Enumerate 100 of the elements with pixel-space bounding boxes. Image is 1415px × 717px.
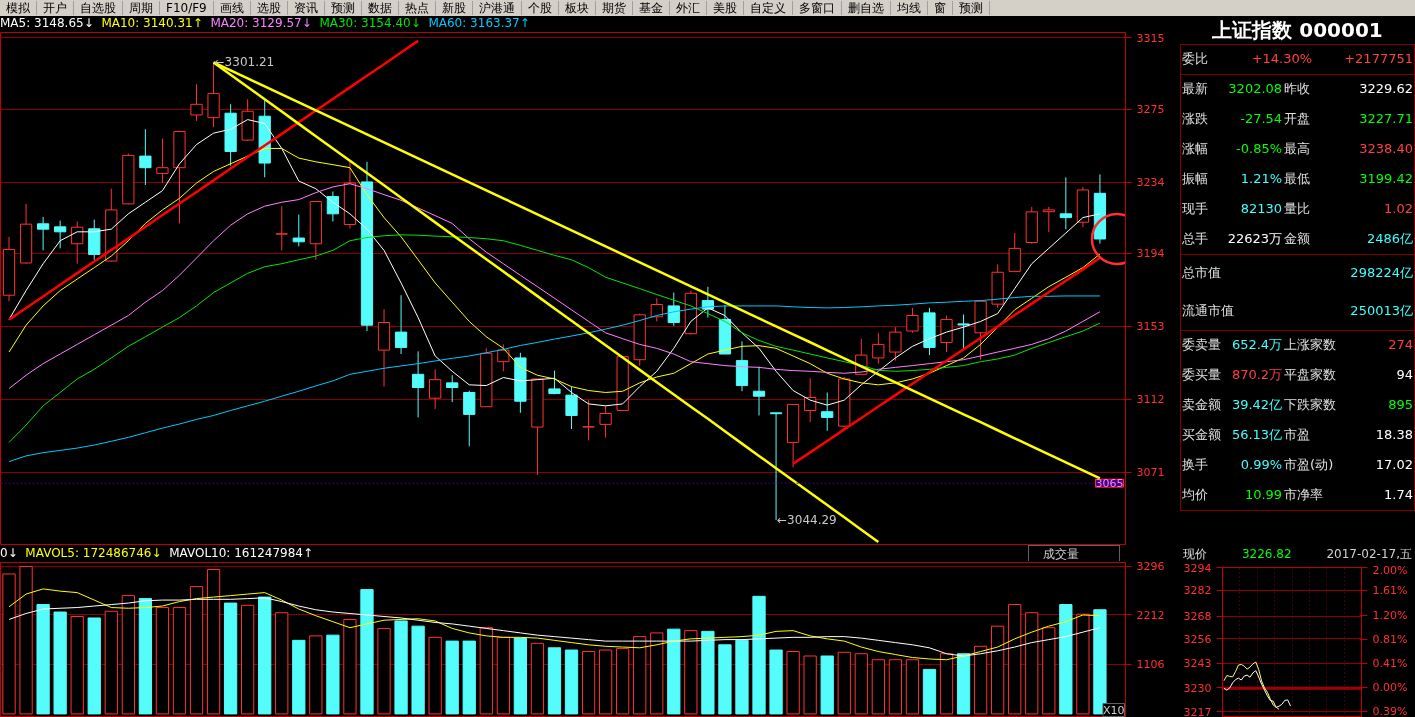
text: 基金: [632, 1, 670, 15]
bar: [360, 589, 374, 715]
bar: [206, 568, 221, 715]
candlestick: [650, 297, 663, 322]
text: +2177751: [1343, 50, 1414, 69]
y2-tick-label: 0.81%: [1372, 632, 1408, 646]
bar: [36, 604, 50, 715]
bar: [633, 636, 647, 715]
bar: [650, 632, 664, 715]
text: 美股: [706, 1, 744, 15]
ref-line-label: 3065: [1095, 477, 1124, 491]
bar: [411, 625, 425, 715]
line-series: [8, 295, 1101, 463]
y-tick-label: 3234: [1136, 176, 1165, 190]
y-tick-label: 3230: [1183, 681, 1212, 695]
y-tick-label: 3217: [1183, 705, 1212, 717]
text: 均价: [1181, 485, 1209, 504]
text: 沪港通: [472, 1, 522, 15]
bar: [769, 649, 783, 715]
y-tick-label: 3282: [1183, 584, 1212, 597]
candlestick: [582, 399, 595, 441]
text: 量比: [1283, 200, 1312, 219]
line-series: [791, 256, 1102, 465]
bar: [820, 655, 834, 715]
y-tick-label: 3243: [1183, 657, 1212, 671]
text: 删自选: [841, 1, 891, 15]
candlestick: [1059, 176, 1072, 230]
bar: [479, 627, 493, 715]
annotation: ←3301.21: [214, 55, 275, 70]
text: 卖金额: [1181, 396, 1222, 415]
text: 自定义: [743, 1, 793, 15]
text: 274: [1387, 336, 1414, 355]
candlestick: [394, 294, 408, 355]
text: 现价: [1183, 546, 1207, 563]
bar: [241, 604, 255, 715]
text: 3202.08: [1227, 80, 1284, 99]
text: 昨收: [1283, 80, 1312, 99]
annotation: ←3044.29: [777, 513, 837, 528]
bar: [309, 635, 323, 715]
line-series: [1223, 670, 1292, 708]
annotation: X10: [1102, 703, 1125, 717]
bar: [667, 628, 681, 715]
text: 0↓: [0, 546, 18, 560]
text: MAVOL5: 172486746↓: [25, 546, 162, 560]
text: 多窗口: [792, 1, 842, 15]
text: 现手: [1181, 200, 1209, 219]
text: 870.2万: [1230, 366, 1284, 385]
text: 板块: [558, 1, 596, 15]
text: 预测: [952, 1, 990, 15]
bar: [326, 634, 340, 715]
text: 模拟: [0, 1, 37, 15]
text: 委卖量: [1181, 336, 1222, 355]
text: 下跌家数: [1283, 396, 1338, 415]
text: 外汇: [669, 1, 707, 15]
text: 18.38: [1374, 426, 1414, 445]
candlestick: [940, 315, 953, 353]
bar: [1076, 613, 1090, 715]
text: F10/F9: [160, 1, 214, 15]
text: 自选股: [74, 1, 123, 15]
candlestick: [872, 332, 885, 365]
candlestick: [752, 366, 766, 416]
bar: [786, 651, 800, 715]
text: 振幅: [1181, 170, 1209, 189]
line-series: [1223, 661, 1280, 710]
y-tick-label: 3071: [1136, 466, 1165, 480]
candlestick: [599, 405, 612, 439]
text: MA30: 3154.40↓: [319, 16, 421, 30]
y-tick-label: 3315: [1136, 31, 1165, 45]
bar: [1059, 604, 1073, 715]
bar: [701, 630, 715, 715]
candlestick: [54, 220, 67, 249]
bar: [991, 625, 1005, 715]
bar: [138, 598, 153, 715]
bar: [1025, 612, 1039, 715]
text: 新股: [435, 1, 473, 15]
bar: [564, 649, 579, 715]
bar: [854, 653, 868, 715]
line-series: [8, 234, 1101, 443]
text: MA20: 3129.57↓: [210, 16, 312, 30]
bar: [121, 595, 135, 715]
candlestick: [190, 83, 203, 122]
text: 1.21%: [1239, 170, 1284, 189]
text: 10.99: [1243, 485, 1284, 504]
y-tick-label: 3194: [1136, 247, 1165, 261]
y2-tick-label: 2.00%: [1372, 563, 1408, 577]
text: MA60: 3163.37↑: [428, 16, 530, 30]
text: 895: [1387, 396, 1414, 415]
text: 2017-02-17,五: [1326, 546, 1412, 563]
candlestick: [139, 128, 152, 186]
text: 涨跌: [1181, 110, 1209, 129]
text: 个股: [521, 1, 559, 15]
bar: [735, 639, 749, 715]
candlestick: [429, 368, 442, 410]
bar: [684, 630, 698, 715]
text: 画线: [213, 1, 251, 15]
bar: [496, 636, 510, 715]
bar: [616, 648, 630, 715]
candlestick: [1042, 206, 1055, 233]
y-tick-label: 3112: [1136, 393, 1165, 407]
text: 委比: [1181, 50, 1209, 69]
